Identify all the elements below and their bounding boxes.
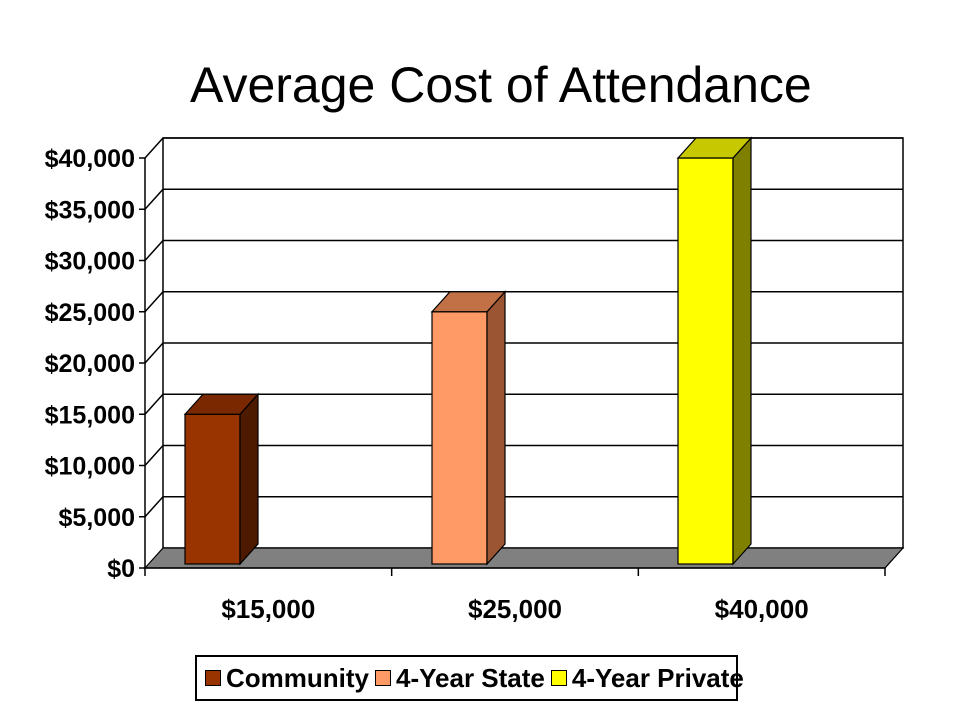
- y-tick-label: $35,000: [45, 196, 135, 224]
- x-tick-label: $40,000: [715, 594, 809, 624]
- y-tick-label: $20,000: [45, 350, 135, 378]
- y-tick-label: $0: [107, 555, 135, 583]
- bar-layer: [183, 136, 753, 566]
- legend-swatch: [550, 670, 567, 686]
- bar-group: [430, 290, 507, 566]
- gridline-side: [144, 444, 164, 467]
- chart-legend: Community 4-Year State 4-Year Private: [195, 655, 744, 701]
- gridline-side: [144, 239, 164, 262]
- y-tick-label: $10,000: [45, 453, 135, 481]
- x-tick-label: $15,000: [221, 594, 315, 624]
- bar-front: [431, 311, 488, 565]
- legend-swatch: [205, 670, 221, 686]
- axis-layer: [139, 157, 886, 576]
- bar-group: [676, 136, 753, 566]
- legend-item: 4-Year State: [375, 663, 545, 694]
- gridline-side: [144, 137, 164, 159]
- legend-item: Community: [205, 663, 369, 694]
- bar-group: [183, 392, 260, 566]
- legend-label: Community: [226, 662, 369, 693]
- bar-side: [486, 290, 506, 566]
- bar-top: [676, 137, 753, 159]
- legend-item: 4-Year Private: [550, 662, 744, 694]
- legend-label: 4-Year Private: [571, 662, 744, 693]
- x-tick-label: $25,000: [468, 594, 562, 624]
- gridline-side: [144, 496, 164, 518]
- gridline-side: [144, 393, 164, 415]
- legend-swatch: [375, 670, 391, 686]
- gridline-side: [144, 342, 164, 364]
- gridline-side: [144, 291, 164, 313]
- bar-side: [732, 136, 752, 566]
- bar-top: [430, 291, 507, 313]
- y-tick-label: $15,000: [45, 401, 135, 429]
- y-tick-label: $40,000: [45, 145, 135, 173]
- bar-front: [184, 413, 241, 565]
- grid-layer: [144, 137, 904, 549]
- legend-label: 4-Year State: [396, 662, 545, 693]
- y-tick-label: $25,000: [45, 299, 135, 327]
- y-tick-label: $5,000: [59, 504, 135, 532]
- chart-floor: [143, 547, 905, 569]
- bar-top: [183, 393, 260, 415]
- gridline-side: [144, 188, 164, 210]
- label-layer: $0 $5,000 $10,000 $15,000 $20,000 $25,000 $30,…: [45, 145, 809, 624]
- floor-layer: [143, 547, 905, 569]
- bar-side: [239, 392, 259, 566]
- bar-front: [677, 157, 734, 565]
- y-tick-label: $30,000: [45, 248, 135, 276]
- chart-title: Average Cost of Attendance: [190, 57, 812, 113]
